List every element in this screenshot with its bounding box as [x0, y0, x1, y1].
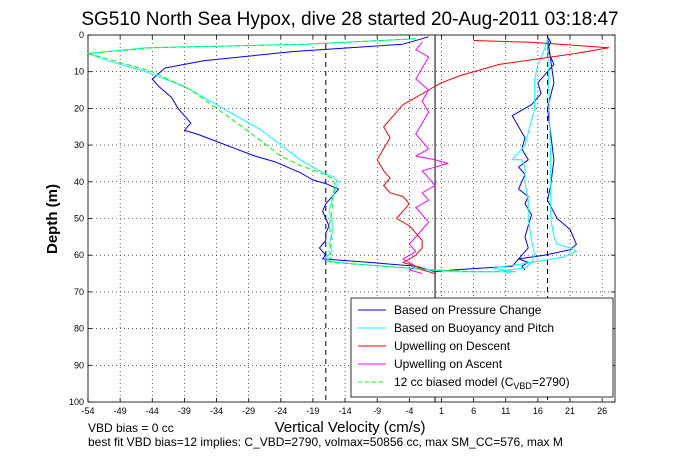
x-tick-label-4: -34: [210, 406, 223, 416]
y-tick-label-2: 20: [74, 103, 84, 113]
legend-label-subscript: VBD: [513, 381, 532, 391]
x-tick-label-10: -4: [405, 406, 413, 416]
x-tick-label-16: 26: [597, 406, 607, 416]
legend-label-suffix: =2790): [532, 375, 570, 389]
legend-label-4: 12 cc biased model (CVBD=2790): [394, 375, 570, 391]
annotation-best-fit: best fit VBD bias=12 implies: C_VBD=2790…: [88, 435, 563, 449]
x-tick-label-11: 1: [439, 406, 444, 416]
series-line-3: [402, 41, 449, 275]
legend-label-0: Based on Pressure Change: [394, 303, 542, 317]
series-line-2: [376, 40, 610, 275]
series-line-1: [87, 38, 577, 275]
y-tick-label-4: 40: [74, 177, 84, 187]
y-tick-labels: 0 10 20 30 40 50 60 70 80 90 100: [69, 30, 84, 407]
y-tick-label-8: 80: [74, 324, 84, 334]
x-tick-label-2: -44: [146, 406, 159, 416]
legend: Based on Pressure Change Based on Buoyanc…: [350, 297, 614, 398]
y-tick-label-1: 10: [74, 67, 84, 77]
y-tick-label-5: 50: [74, 214, 84, 224]
x-tick-label-14: 16: [533, 406, 543, 416]
y-tick-label-9: 90: [74, 360, 84, 370]
legend-label-1: Based on Buoyancy and Pitch: [394, 321, 554, 335]
y-tick-label-7: 70: [74, 287, 84, 297]
y-tick-label-6: 60: [74, 250, 84, 260]
x-tick-label-1: -49: [114, 406, 127, 416]
x-tick-label-5: -29: [242, 406, 255, 416]
x-tick-label-9: -9: [373, 406, 381, 416]
x-tick-label-0: -54: [81, 406, 94, 416]
series-layer: [87, 36, 610, 275]
x-tick-label-7: -19: [306, 406, 319, 416]
x-tick-label-12: 6: [471, 406, 476, 416]
tick-layer: [87, 34, 615, 403]
y-tick-label-3: 30: [74, 140, 84, 150]
x-tick-label-6: -24: [274, 406, 287, 416]
x-tick-label-15: 21: [565, 406, 575, 416]
legend-box: [350, 297, 614, 398]
y-tick-label-0: 0: [79, 30, 84, 40]
y-tick-label-10: 100: [69, 397, 84, 407]
legend-label-3: Upwelling on Ascent: [394, 357, 503, 371]
series-line-4: [87, 38, 519, 273]
annotation-vbd-bias: VBD bias = 0 cc: [88, 421, 174, 435]
y-axis-label: Depth (m): [44, 184, 61, 254]
series-line-0: [151, 36, 577, 273]
x-tick-label-3: -39: [178, 406, 191, 416]
x-tick-labels: -54 -49 -44 -39 -34 -29 -24 -19 -14 -9 -4 1 6 11 16 21 2…: [81, 406, 607, 416]
x-tick-label-8: -14: [339, 406, 352, 416]
x-axis-label: Vertical Velocity (cm/s): [275, 419, 426, 436]
legend-label-2: Upwelling on Descent: [394, 339, 511, 353]
x-tick-label-13: 11: [501, 406, 510, 416]
chart-title: SG510 North Sea Hypox, dive 28 started 2…: [81, 9, 618, 30]
